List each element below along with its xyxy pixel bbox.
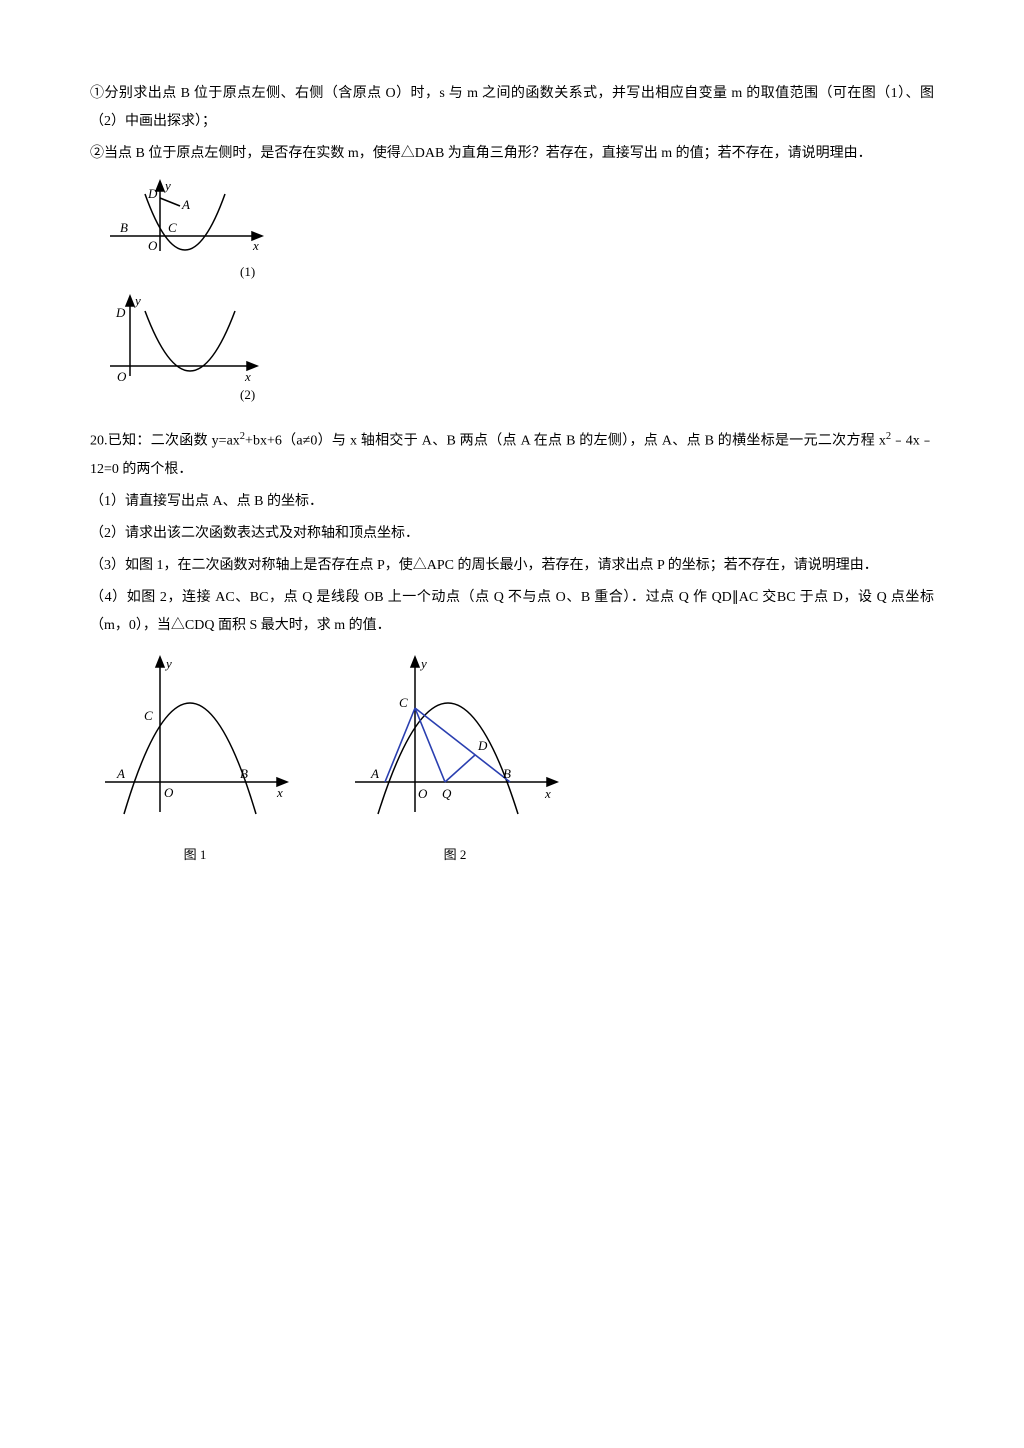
fig1-axis-y: y: [164, 656, 172, 671]
figure-2-caption: 图 2: [340, 842, 570, 868]
problem-sub-2: ②当点 B 位于原点左侧时，是否存在实数 m，使得△DAB 为直角三角形？若存在…: [90, 140, 934, 168]
point-D-2: D: [115, 305, 126, 320]
axis-y-label-2: y: [133, 293, 141, 308]
fig2-point-D: D: [477, 738, 488, 753]
q20-part2: （2）请求出该二次函数表达式及对称轴和顶点坐标．: [90, 520, 934, 548]
q20-part1: （1）请直接写出点 A、点 B 的坐标．: [90, 488, 934, 516]
q20-lead-b: +bx+6（a≠0）与 x 轴相交于 A、B 两点（点 A 在点 B 的左侧），…: [245, 434, 886, 449]
fig2-axis-x: x: [544, 786, 551, 801]
q20-part4: （4）如图 2，连接 AC、BC，点 Q 是线段 OB 上一个动点（点 Q 不与…: [90, 584, 934, 640]
subfig-2-label: (2): [240, 387, 255, 402]
origin-O-2: O: [117, 369, 127, 384]
fig2-axis-y: y: [419, 656, 427, 671]
fig2-point-Q: Q: [442, 786, 452, 801]
figure-1: y C A B O x: [90, 652, 300, 842]
problem-sub-1: ①分别求出点 B 位于原点左侧、右侧（含原点 O）时，s 与 m 之间的函数关系…: [90, 80, 934, 136]
fig2-point-B: B: [503, 766, 511, 781]
q20-lead: 20.已知：二次函数 y=ax2+bx+6（a≠0）与 x 轴相交于 A、B 两…: [90, 426, 934, 484]
figure-2-wrap: y C D A B O Q x 图 2: [340, 652, 570, 868]
fig1-point-A: A: [116, 766, 125, 781]
subfigure-1: y D A B C O x (1): [90, 176, 280, 291]
figure-1-caption: 图 1: [90, 842, 300, 868]
subfig-1-label: (1): [240, 264, 255, 279]
fig1-point-C: C: [144, 708, 153, 723]
fig2-point-A: A: [370, 766, 379, 781]
figure-pair-bottom: y C A B O x 图 1: [90, 652, 934, 868]
figure-2: y C D A B O Q x: [340, 652, 570, 842]
fig2-point-C: C: [399, 695, 408, 710]
fig2-origin-O: O: [418, 786, 428, 801]
subfigure-2: y D O x (2): [90, 291, 280, 406]
point-C: C: [168, 220, 177, 235]
fig1-origin-O: O: [164, 785, 174, 800]
axis-x-label-2: x: [244, 369, 251, 384]
figure-1-wrap: y C A B O x 图 1: [90, 652, 300, 868]
point-B: B: [120, 220, 128, 235]
fig1-point-B: B: [240, 766, 248, 781]
figure-block-top: y D A B C O x (1) y D O x (2): [90, 176, 934, 406]
axis-y-label: y: [163, 178, 171, 193]
point-D: D: [147, 186, 158, 201]
fig1-axis-x: x: [276, 785, 283, 800]
q20-lead-a: 20.已知：二次函数 y=ax: [90, 434, 240, 449]
point-A: A: [181, 197, 190, 212]
q20-part3: （3）如图 1，在二次函数对称轴上是否存在点 P，使△APC 的周长最小，若存在…: [90, 552, 934, 580]
axis-x-label: x: [252, 238, 259, 253]
origin-O: O: [148, 238, 158, 253]
